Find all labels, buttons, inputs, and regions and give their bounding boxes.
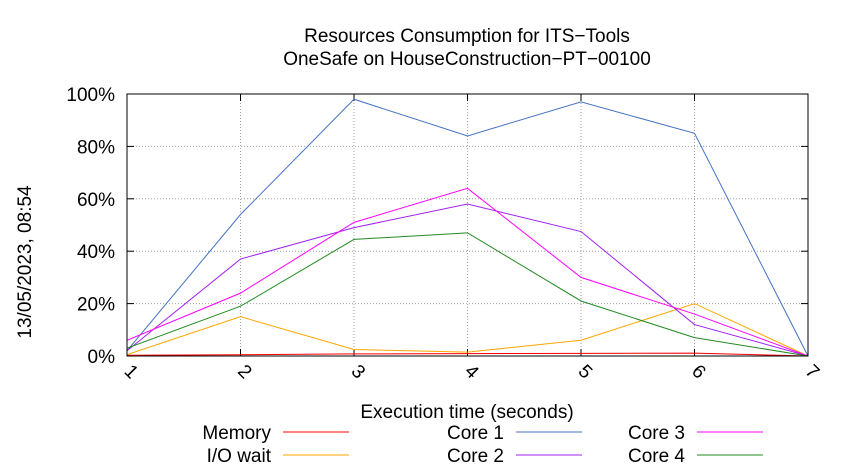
series-line-core-1 (126, 98, 809, 357)
y-tick-label: 20% (77, 295, 115, 316)
y-tick-label: 40% (77, 242, 115, 263)
x-tick-label: 7 (801, 361, 823, 383)
y-tick-label: 80% (77, 137, 115, 158)
series-line-memory (126, 352, 809, 357)
legend-label-memory: Memory (202, 423, 271, 444)
y-tick-label: 100% (66, 85, 115, 106)
x-tick-label: 6 (687, 361, 709, 383)
legend-label-i-o-wait: I/O wait (207, 446, 272, 467)
legend-label-core-2: Core 2 (447, 446, 504, 467)
chart-subtitle: OneSafe on HouseConstruction−PT−00100 (283, 49, 651, 70)
x-tick-label: 5 (574, 361, 596, 383)
plot-frame (126, 93, 809, 357)
x-tick-label: 2 (233, 361, 255, 383)
chart-title: Resources Consumption for ITS−Tools (304, 26, 630, 47)
x-axis-label: Execution time (seconds) (360, 402, 573, 423)
series-line-core-4 (126, 232, 809, 357)
x-tick-label: 3 (347, 361, 369, 383)
timestamp-label: 13/05/2023, 08:54 (15, 185, 36, 339)
x-tick-label: 4 (460, 361, 483, 384)
y-tick-label: 0% (88, 347, 116, 368)
grid (126, 93, 809, 357)
legend-label-core-4: Core 4 (628, 446, 685, 467)
x-axis: 1 2 3 4 5 6 7 (120, 94, 823, 384)
data-series (126, 98, 809, 357)
y-axis: 0% 20% 40% 60% 80% 100% (66, 85, 808, 368)
series-line-i-o-wait (126, 303, 809, 357)
series-line-core-3 (126, 187, 809, 357)
legend: Memory Core 1 Core 3 I/O wait Core 2 Core 4 (202, 423, 763, 467)
y-tick-label: 60% (77, 190, 115, 211)
legend-label-core-1: Core 1 (447, 423, 504, 444)
series-line-core-2 (126, 203, 809, 357)
x-tick-label: 1 (120, 361, 142, 383)
legend-label-core-3: Core 3 (628, 423, 685, 444)
